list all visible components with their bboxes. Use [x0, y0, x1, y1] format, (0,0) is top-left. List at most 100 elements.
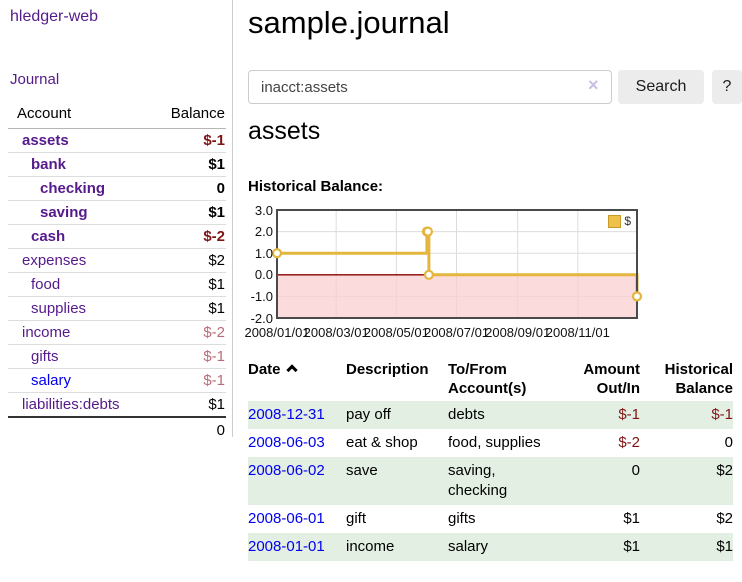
accounts-total-spacer	[8, 416, 147, 443]
chart-title: Historical Balance:	[248, 178, 384, 195]
register-row: 2008-06-02 save saving, checking 0 $2	[248, 457, 733, 505]
sidebar: hledger-web Journal Account Balance asse…	[0, 0, 233, 443]
transaction-date-link[interactable]: 2008-06-03	[248, 434, 325, 451]
accounts-column-balance: Balance	[146, 101, 226, 129]
accounts-table: Account Balance assets $-1 bank $1 checking 0…	[8, 101, 226, 443]
transaction-date-link[interactable]: 2008-12-31	[248, 406, 325, 423]
y-axis-tick-label: 0.0	[254, 267, 273, 283]
account-link[interactable]: liabilities:debts	[22, 396, 120, 413]
account-link[interactable]: saving	[40, 204, 88, 221]
transaction-date-link[interactable]: 2008-06-01	[248, 510, 325, 527]
account-link[interactable]: income	[22, 324, 71, 341]
transaction-balance: $2	[716, 462, 733, 479]
transaction-description: income	[346, 538, 395, 555]
x-axis-tick-label: 2008/03/01	[303, 325, 369, 340]
register-column-balance: Historical Balance	[664, 361, 733, 397]
account-row: income $-2	[8, 320, 226, 345]
clear-search-icon[interactable]: ×	[588, 75, 599, 95]
sidebar-item-journal[interactable]: Journal	[10, 71, 60, 88]
register-column-amount: Amount Out/In	[583, 361, 640, 397]
account-row: saving $1	[8, 200, 226, 225]
account-balance: $-2	[146, 224, 226, 249]
transaction-description: save	[346, 462, 378, 479]
account-row: cash $-2	[8, 224, 226, 249]
transaction-amount: 0	[631, 462, 640, 479]
register-row: 2008-06-03 eat & shop food, supplies $-2 0	[248, 429, 733, 457]
accounts-total-row: 0	[8, 416, 226, 443]
account-balance: $1	[146, 200, 226, 225]
y-axis-tick-label: 3.0	[254, 202, 273, 218]
transaction-balance: $-1	[711, 406, 733, 423]
account-balance: $2	[146, 248, 226, 273]
transaction-date-cell: 2008-12-31	[248, 401, 346, 429]
account-link[interactable]: food	[31, 276, 61, 293]
transaction-accounts: food, supplies	[448, 434, 541, 451]
register-row: 2008-12-31 pay off debts $-1 $-1	[248, 401, 733, 429]
accounts-total-value: 0	[146, 416, 226, 443]
chart-plot	[271, 209, 643, 319]
search-button[interactable]: Search	[618, 70, 704, 104]
transaction-description: eat & shop	[346, 434, 418, 451]
x-axis-tick-label: 2008/01/01	[244, 325, 310, 340]
account-balance: $1	[146, 152, 226, 177]
legend-swatch-icon	[608, 214, 622, 228]
account-link[interactable]: gifts	[31, 348, 59, 365]
account-row: supplies $1	[8, 296, 226, 321]
account-row: assets $-1	[8, 128, 226, 153]
x-axis-tick-label: 2008/05/01	[363, 325, 429, 340]
account-balance: $-1	[146, 368, 226, 393]
account-row: expenses $2	[8, 248, 226, 273]
account-balance: $1	[146, 272, 226, 297]
account-link[interactable]: assets	[22, 132, 69, 149]
x-axis-tick-label: 2008/09/01	[485, 325, 551, 340]
transaction-date-cell: 2008-01-01	[248, 533, 346, 561]
transaction-description: gift	[346, 510, 367, 527]
transaction-date-link[interactable]: 2008-06-02	[248, 462, 325, 479]
search-bar: × Search ?	[248, 70, 742, 104]
transaction-balance: $1	[716, 538, 733, 555]
account-link[interactable]: supplies	[31, 300, 87, 317]
transaction-accounts: salary	[448, 538, 489, 555]
register-table: Date Description To/From Account(s) Amou…	[248, 357, 733, 561]
transaction-accounts: saving, checking	[448, 462, 508, 499]
main-content: sample.journal × Search ? assets Histori…	[244, 0, 742, 582]
accounts-column-account: Account	[8, 101, 147, 129]
transaction-date-link[interactable]: 2008-01-01	[248, 538, 325, 555]
x-axis-tick-label: 2008/11/01	[545, 325, 610, 340]
y-axis-tick-label: -2.0	[250, 310, 273, 326]
account-row: liabilities:debts $1	[8, 392, 226, 417]
brand-link[interactable]: hledger-web	[10, 8, 99, 25]
historical-balance-chart: $ 3.0 2.0 1.0 0.0 -1.0 -2.0 2008/01/01 2008/03/…	[240, 203, 740, 348]
register-header-row: Date Description To/From Account(s) Amou…	[248, 357, 733, 401]
transaction-date-cell: 2008-06-03	[248, 429, 346, 457]
account-link[interactable]: salary	[31, 372, 72, 389]
register-column-accounts: To/From Account(s)	[448, 361, 527, 397]
account-balance: $1	[146, 296, 226, 321]
account-link[interactable]: cash	[31, 228, 66, 245]
account-link[interactable]: expenses	[22, 252, 87, 269]
transaction-accounts: debts	[448, 406, 485, 423]
account-link[interactable]: checking	[40, 180, 106, 197]
account-row: food $1	[8, 272, 226, 297]
account-heading: assets	[248, 117, 321, 145]
help-button[interactable]: ?	[712, 70, 742, 104]
y-axis-tick-label: 1.0	[254, 245, 273, 261]
y-axis-tick-label: -1.0	[250, 288, 273, 304]
chart-legend: $	[608, 214, 631, 228]
account-balance: 0	[146, 176, 226, 201]
account-row: salary $-1	[8, 368, 226, 393]
account-row: checking 0	[8, 176, 226, 201]
register-row: 2008-01-01 income salary $1 $1	[248, 533, 733, 561]
account-link[interactable]: bank	[31, 156, 67, 173]
accounts-header-row: Account Balance	[8, 101, 226, 129]
sort-ascending-icon	[285, 364, 298, 376]
account-balance: $-1	[146, 344, 226, 369]
register-column-date[interactable]: Date	[248, 357, 346, 401]
transaction-balance: $2	[716, 510, 733, 527]
account-balance: $-1	[146, 128, 226, 153]
transaction-amount: $-2	[618, 434, 640, 451]
search-input[interactable]	[248, 70, 612, 104]
account-row: bank $1	[8, 152, 226, 177]
transaction-amount: $1	[623, 510, 640, 527]
